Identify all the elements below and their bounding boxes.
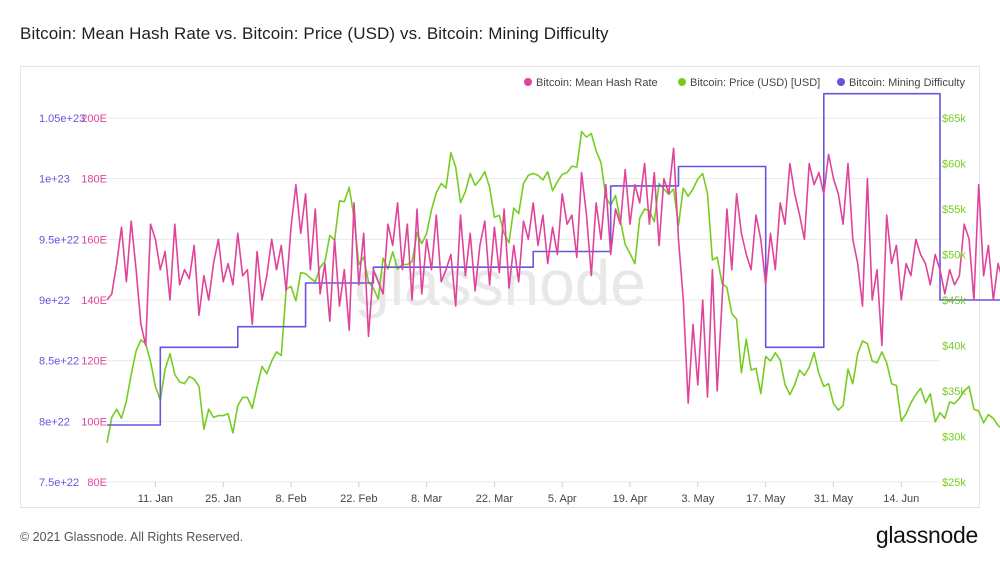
- hashrate-tick-label: 200E: [81, 113, 107, 125]
- price-tick-label: $40k: [942, 341, 966, 353]
- x-tick-label: 8. Feb: [275, 493, 306, 505]
- series-line-difficulty: [107, 92, 1000, 426]
- copyright-text: © 2021 Glassnode. All Rights Reserved.: [20, 530, 244, 544]
- difficulty-tick-label: 8.5e+22: [39, 356, 79, 368]
- price-tick-label: $60k: [942, 159, 966, 171]
- x-axis-ticks: 11. Jan 25. Jan 8. Feb 22. Feb 8. Mar 22. Mar…: [138, 482, 919, 505]
- difficulty-tick-label: 9e+22: [39, 295, 70, 307]
- price-tick-label: $25k: [942, 477, 966, 489]
- hashrate-tick-label: 100E: [81, 416, 107, 428]
- x-tick-label: 19. Apr: [613, 493, 648, 505]
- legend-label-difficulty: Bitcoin: Mining Difficulty: [849, 77, 965, 89]
- gridlines: [107, 117, 940, 483]
- legend-marker-hashrate: [524, 78, 532, 86]
- x-tick-label: 11. Jan: [138, 493, 173, 505]
- left-axis-ticks: 7.5e+22 8e+22 8.5e+22 9e+22 9.5e+22 1e+23 1.05…: [39, 113, 107, 489]
- legend-label-hashrate: Bitcoin: Mean Hash Rate: [536, 77, 658, 89]
- series-line-price: [106, 130, 1000, 444]
- x-tick-label: 25. Jan: [205, 493, 241, 505]
- difficulty-tick-label: 1.05e+23: [39, 113, 85, 125]
- x-tick-label: 22. Mar: [476, 493, 514, 505]
- chart-panel: [20, 66, 980, 508]
- hashrate-tick-label: 120E: [81, 356, 107, 368]
- legend-marker-difficulty: [837, 78, 845, 86]
- price-tick-label: $65k: [942, 113, 966, 125]
- series-line-hashrate: [106, 147, 1000, 404]
- price-tick-label: $45k: [942, 295, 966, 307]
- x-tick-label: 5. Apr: [548, 493, 577, 505]
- difficulty-tick-label: 7.5e+22: [39, 477, 79, 489]
- series-layer: [106, 92, 1000, 444]
- legend: Bitcoin: Mean Hash Rate Bitcoin: Price (U…: [524, 77, 965, 89]
- x-tick-label: 22. Feb: [340, 493, 377, 505]
- chart-title: Bitcoin: Mean Hash Rate vs. Bitcoin: Pri…: [20, 24, 609, 43]
- legend-label-price: Bitcoin: Price (USD) [USD]: [690, 77, 820, 89]
- difficulty-tick-label: 9.5e+22: [39, 234, 79, 246]
- x-tick-label: 8. Mar: [411, 493, 443, 505]
- hashrate-tick-label: 80E: [87, 477, 107, 489]
- x-tick-label: 17. May: [746, 493, 786, 505]
- x-tick-label: 14. Jun: [883, 493, 919, 505]
- price-tick-label: $30k: [942, 432, 966, 444]
- x-tick-label: 3. May: [681, 493, 715, 505]
- legend-marker-price: [678, 78, 686, 86]
- difficulty-tick-label: 1e+23: [39, 174, 70, 186]
- hashrate-tick-label: 160E: [81, 234, 107, 246]
- price-tick-label: $35k: [942, 386, 966, 398]
- difficulty-tick-label: 8e+22: [39, 416, 70, 428]
- hashrate-tick-label: 140E: [81, 295, 107, 307]
- price-tick-label: $50k: [942, 250, 966, 262]
- price-tick-label: $55k: [942, 204, 966, 216]
- hashrate-tick-label: 180E: [81, 174, 107, 186]
- brand-logo: glassnode: [875, 522, 978, 548]
- x-tick-label: 31. May: [814, 493, 854, 505]
- right-axis-ticks: $25k $30k $35k $40k $45k $50k $55k $60k $65k: [942, 113, 966, 489]
